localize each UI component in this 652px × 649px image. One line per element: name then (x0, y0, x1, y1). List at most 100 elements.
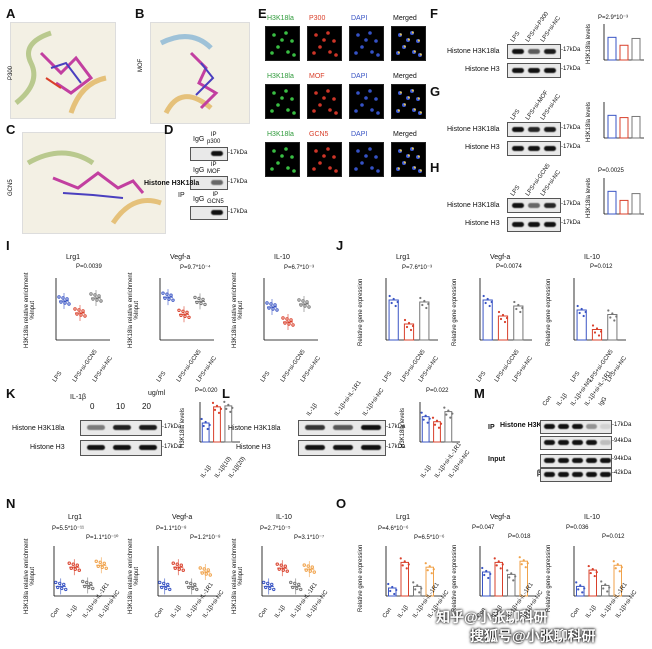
if-image (265, 26, 300, 61)
data-point (193, 295, 197, 300)
m-blot (540, 468, 612, 482)
if-header: Merged (393, 15, 417, 22)
data-point (91, 297, 95, 301)
data-point (606, 590, 609, 593)
band (333, 425, 353, 430)
kda-label: -17kDa (162, 444, 182, 450)
data-point (431, 416, 435, 419)
data-point (302, 563, 306, 567)
chart-j-il-10 (573, 278, 626, 341)
y-label: H3K18la levels (400, 407, 406, 448)
data-point (89, 581, 93, 586)
data-point (593, 574, 596, 578)
cell-dot (326, 89, 330, 93)
cell-dot (370, 50, 374, 54)
data-point (287, 322, 291, 326)
data-point (177, 567, 181, 571)
molecule-render-c (26, 150, 162, 225)
band (512, 49, 524, 54)
k-unit: ug/ml (148, 390, 166, 397)
blot-h3k18la (507, 198, 561, 213)
cell-dot-overlay (403, 161, 406, 164)
data-point (602, 587, 605, 590)
data-point (299, 587, 303, 592)
data-point (390, 301, 393, 305)
data-point (412, 581, 415, 584)
kda-label: -17kDa (386, 424, 406, 430)
bar (482, 299, 493, 341)
lane-label: IgG (598, 396, 609, 408)
data-point (166, 582, 170, 587)
data-point (488, 304, 491, 308)
cell-dot (280, 96, 284, 100)
data-point (179, 313, 183, 317)
cell-dot (312, 109, 316, 113)
data-point (501, 313, 505, 317)
band (544, 146, 556, 151)
data-point (57, 295, 61, 299)
data-point (285, 317, 289, 321)
data-point (173, 566, 177, 570)
data-point (164, 586, 168, 591)
chart-n-lrg1 (53, 546, 114, 597)
data-point (306, 564, 310, 568)
band (528, 49, 540, 54)
if-header: H3K18la (267, 73, 294, 80)
data-point (269, 302, 273, 306)
data-point (575, 581, 578, 584)
y-label: Relative gene expression (546, 544, 552, 612)
data-point (405, 325, 409, 329)
chart-title: Vegf-a (170, 254, 191, 261)
data-point (499, 567, 502, 570)
x-tick-label: Con (570, 606, 582, 620)
band (87, 425, 105, 430)
data-point (162, 581, 166, 586)
data-point (229, 410, 232, 413)
lane-label: IL-1β+si-NC (362, 387, 386, 418)
blot-h3k18la (507, 44, 561, 59)
band (528, 68, 540, 73)
x-tick-label: IL-1β (274, 604, 287, 620)
cell-dot (284, 147, 288, 151)
data-point (291, 585, 295, 590)
d-ip-mof: IP MOF (207, 162, 221, 175)
p-value: P=9.7*10⁻⁴ (180, 265, 211, 271)
p-value: P=0.012 (602, 534, 625, 540)
blot-row-label: Histone H3K18la (447, 126, 500, 133)
data-point (59, 300, 63, 304)
data-point (87, 585, 91, 590)
y-label: Relative gene expression (452, 278, 458, 346)
data-point (483, 573, 486, 577)
chart-title: Lrg1 (396, 514, 411, 521)
data-point (615, 315, 618, 318)
cell-dot (354, 109, 358, 113)
cell-dot-overlay (419, 169, 422, 172)
l-blot-h3 (298, 440, 386, 456)
band (600, 440, 611, 445)
cell-dot (368, 31, 372, 35)
if-header: Merged (393, 73, 417, 80)
data-point (54, 580, 58, 585)
y-label: H3K18la relative enrichment %Input (232, 538, 244, 614)
y-label: H3K18la relative enrichment %Input (24, 272, 36, 348)
cell-dot-overlay (397, 109, 400, 112)
data-point (484, 301, 487, 305)
data-point (83, 584, 87, 589)
data-point (433, 423, 437, 426)
data-point (62, 582, 66, 587)
data-point (97, 294, 101, 298)
data-point (591, 567, 594, 571)
cell-dot-overlay (397, 51, 400, 54)
data-point (161, 291, 165, 295)
cell-dot (290, 155, 294, 159)
data-point (423, 299, 426, 303)
panel-label-g: G (430, 84, 441, 99)
cell-dot (376, 53, 380, 57)
cell-dot (360, 45, 364, 49)
data-point (83, 314, 87, 318)
m-row-label: Histone H3K18la (500, 422, 556, 429)
cell-dot-overlay (419, 53, 422, 56)
x-tick-label: IL-1β (170, 604, 183, 620)
cell-dot (276, 161, 280, 165)
cell-dot-overlay (417, 97, 420, 100)
